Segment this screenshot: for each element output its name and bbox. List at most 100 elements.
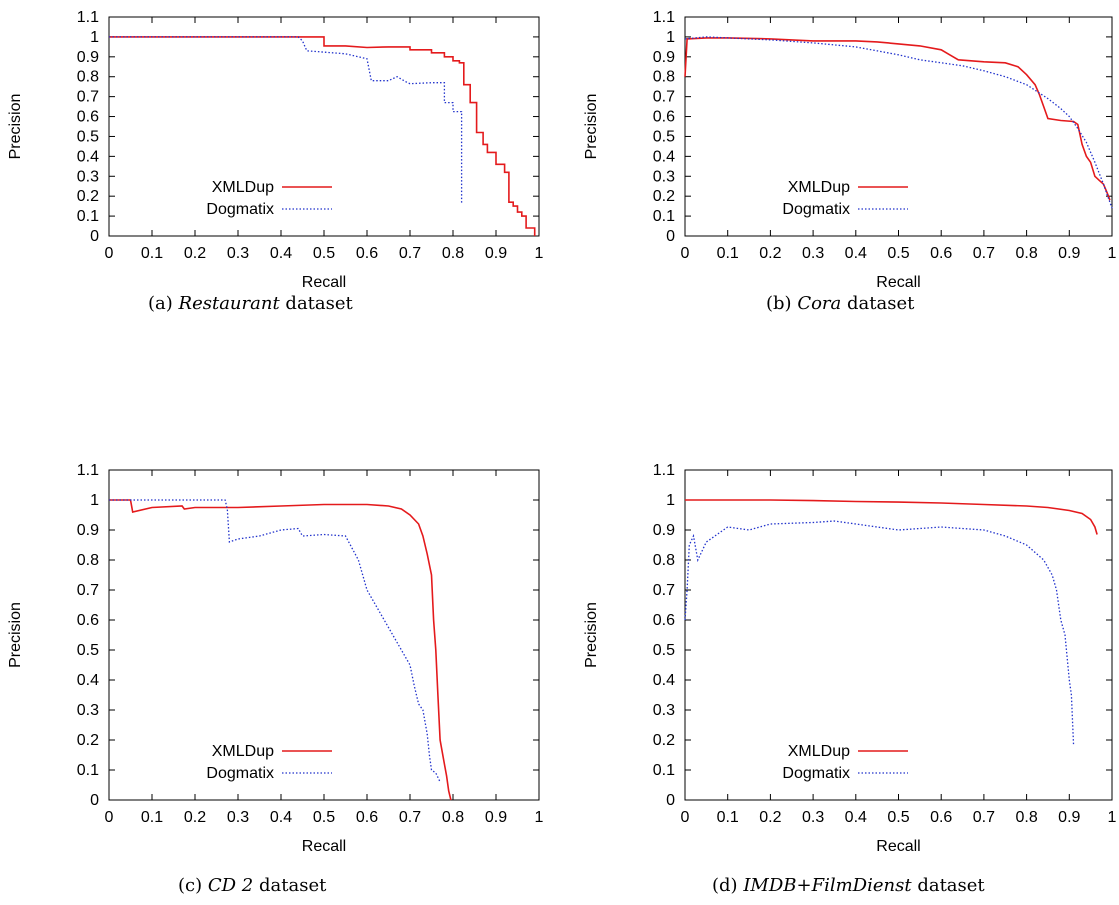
caption-prefix: (c): [178, 875, 203, 896]
caption-dataset-name: Cora: [797, 293, 842, 314]
y-tick-label: 1.1: [77, 462, 99, 479]
series-line-xmldup: [684, 37, 1111, 201]
y-tick-label: 0.1: [77, 762, 99, 779]
y-axis-title: Precision: [583, 602, 600, 668]
legend-label-xmldup: XMLDup: [788, 179, 850, 196]
legend-label-dogmatix: Dogmatix: [206, 201, 274, 218]
series-line-dogmatix: [684, 36, 1113, 209]
x-tick-label: 0.4: [270, 245, 292, 262]
y-tick-label: 1.1: [653, 9, 675, 26]
caption-suffix: dataset: [847, 293, 915, 314]
chart-restaurant: 0 0.1 0.2 0.3 0.4 0.5 0.6 0.7 0.8 0.9 1 0 0.1 0.2 0.3 0…: [7, 9, 544, 291]
y-axis-title: Precision: [7, 602, 24, 668]
caption-dataset-name: IMDB+FilmDienst: [743, 875, 912, 896]
x-tick-label: 0.4: [845, 245, 867, 262]
y-tick-label: 0.2: [653, 188, 675, 205]
legend-label-xmldup: XMLDup: [788, 743, 850, 760]
panel-restaurant: 0 0.1 0.2 0.3 0.4 0.5 0.6 0.7 0.8 0.9 1 0 0.1 0.2 0.3 0…: [0, 0, 560, 452]
y-tick-label: 0.9: [653, 49, 675, 66]
x-tick-label: 0.1: [717, 245, 739, 262]
chart-imdb-filmdienst: 0 0.1 0.2 0.3 0.4 0.5 0.6 0.7 0.8 0.9 1 0 0.1 0.2 0.3 0…: [583, 462, 1117, 855]
x-tick-label: 0.3: [227, 245, 249, 262]
y-tick-label: 0.8: [653, 69, 675, 86]
x-tick-label: 0.1: [717, 809, 739, 826]
y-tick-label: 0.1: [653, 208, 675, 225]
x-tick-label: 0.3: [227, 809, 249, 826]
series-line-dogmatix: [684, 520, 1075, 747]
caption-suffix: dataset: [285, 293, 353, 314]
panel-cd2: 0 0.1 0.2 0.3 0.4 0.5 0.6 0.7 0.8 0.9 1 0 0.1 0.2 0.3 0…: [0, 453, 560, 905]
y-tick-label: 0.2: [653, 732, 675, 749]
x-tick-label: 0: [681, 245, 690, 262]
y-tick-label: 1: [666, 492, 675, 509]
x-tick-label: 0: [105, 245, 114, 262]
y-tick-label: 0.7: [653, 89, 675, 106]
x-axis-title: Recall: [302, 274, 346, 291]
x-tick-label: 0.6: [930, 245, 952, 262]
y-tick-label: 0.2: [77, 188, 99, 205]
y-tick-label: 0.1: [77, 208, 99, 225]
legend-label-dogmatix: Dogmatix: [782, 765, 850, 782]
y-tick-label: 1: [90, 29, 99, 46]
caption-suffix: dataset: [917, 875, 985, 896]
x-tick-label: 0.7: [973, 245, 995, 262]
caption-dataset-name: CD 2: [207, 875, 254, 896]
y-tick-label: 0.8: [653, 552, 675, 569]
x-tick-label: 0.7: [973, 809, 995, 826]
x-tick-label: 0.2: [184, 809, 206, 826]
caption-cd2: (c) CD 2 dataset: [178, 875, 326, 896]
y-axis-title: Precision: [7, 94, 24, 160]
x-tick-label: 0: [681, 809, 690, 826]
y-tick-label: 0.5: [77, 128, 99, 145]
y-tick-label: 0.5: [653, 642, 675, 659]
x-axis-title: Recall: [302, 838, 346, 855]
y-tick-label: 0.6: [653, 109, 675, 126]
x-tick-label: 0.4: [270, 809, 292, 826]
x-tick-label: 1: [1108, 245, 1117, 262]
x-tick-label: 0.8: [1015, 245, 1037, 262]
y-tick-label: 0.4: [77, 672, 99, 689]
y-tick-label: 0.6: [77, 109, 99, 126]
legend-label-dogmatix: Dogmatix: [206, 765, 274, 782]
series-line-dogmatix: [109, 499, 441, 783]
caption-prefix: (b): [766, 293, 792, 314]
y-tick-label: 0.9: [77, 522, 99, 539]
y-tick-label: 0.9: [653, 522, 675, 539]
caption-prefix: (a): [148, 293, 173, 314]
series-line-xmldup: [109, 499, 452, 801]
x-tick-label: 0.1: [141, 809, 163, 826]
y-tick-label: 0.3: [77, 168, 99, 185]
x-tick-label: 0.3: [802, 809, 824, 826]
x-tick-label: 0.6: [356, 245, 378, 262]
panel-imdb-filmdienst: 0 0.1 0.2 0.3 0.4 0.5 0.6 0.7 0.8 0.9 1 0 0.1 0.2 0.3 0…: [576, 453, 1119, 905]
legend-label-dogmatix: Dogmatix: [782, 201, 850, 218]
caption-cora: (b) Cora dataset: [766, 293, 914, 314]
y-tick-label: 0.3: [653, 702, 675, 719]
x-tick-label: 0.6: [356, 809, 378, 826]
y-tick-label: 0.5: [653, 128, 675, 145]
plot-frame: [684, 16, 1113, 237]
x-tick-label: 0.8: [1015, 809, 1037, 826]
x-tick-label: 0.5: [313, 809, 335, 826]
y-tick-label: 0.8: [77, 552, 99, 569]
y-tick-label: 1: [666, 29, 675, 46]
plot-frame: [108, 16, 540, 237]
y-tick-label: 0.6: [77, 612, 99, 629]
x-tick-label: 1: [535, 809, 544, 826]
y-tick-label: 0: [666, 228, 675, 245]
x-tick-label: 0.7: [399, 245, 421, 262]
caption-dataset-name: Restaurant: [178, 293, 280, 314]
y-tick-label: 0: [90, 792, 99, 809]
x-tick-label: 0.2: [184, 245, 206, 262]
x-tick-label: 0.3: [802, 245, 824, 262]
y-tick-label: 0: [90, 228, 99, 245]
y-tick-label: 0.1: [653, 762, 675, 779]
y-tick-label: 0.8: [77, 69, 99, 86]
x-tick-label: 1: [1108, 809, 1117, 826]
y-tick-label: 0.3: [653, 168, 675, 185]
x-tick-label: 0.9: [485, 809, 507, 826]
x-tick-label: 0.5: [887, 809, 909, 826]
x-tick-label: 0.2: [759, 245, 781, 262]
y-tick-label: 0.7: [77, 89, 99, 106]
caption-restaurant: (a) Restaurant dataset: [148, 293, 353, 314]
